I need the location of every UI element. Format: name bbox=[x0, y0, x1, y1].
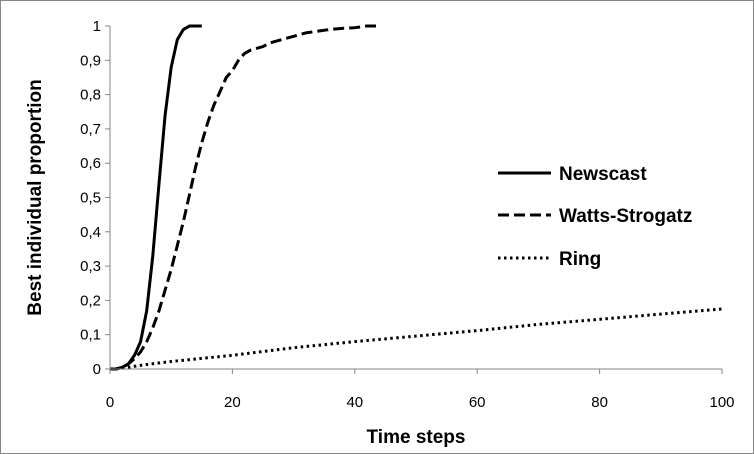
legend: Newscast Watts-Strogatz Ring bbox=[498, 164, 692, 270]
y-tick-label: 0,6 bbox=[80, 155, 101, 172]
x-tick-label: 0 bbox=[106, 394, 114, 411]
x-tick-label: 20 bbox=[224, 394, 241, 411]
legend-label-newscast: Newscast bbox=[559, 164, 647, 185]
series-line-ring bbox=[109, 307, 723, 371]
y-tick-label: 0,9 bbox=[80, 52, 101, 69]
y-axis-title: Best individual proportion bbox=[25, 79, 46, 315]
series-line-watts-strogatz bbox=[110, 24, 380, 371]
y-tick-label: 0,2 bbox=[80, 292, 101, 309]
y-tick-label: 0,7 bbox=[80, 121, 101, 138]
legend-label-ring: Ring bbox=[559, 249, 601, 270]
x-tick-label: 60 bbox=[469, 394, 486, 411]
x-tick-label: 100 bbox=[709, 394, 734, 411]
axes: 0 0,1 0,2 0,3 0,4 0,5 0,6 0,7 0,8 0,9 1 0 20 40 60 80 10… bbox=[80, 18, 734, 411]
y-tick-label: 0,4 bbox=[80, 224, 101, 241]
legend-label-watts-strogatz: Watts-Strogatz bbox=[559, 206, 692, 227]
x-axis-title: Time steps bbox=[367, 427, 466, 448]
plot-area bbox=[109, 24, 723, 371]
y-tick-label: 0 bbox=[93, 361, 101, 378]
y-tick-label: 1 bbox=[93, 18, 101, 35]
y-tick-label: 0,5 bbox=[80, 190, 101, 207]
x-tick-label: 40 bbox=[346, 394, 363, 411]
y-tick-label: 0,3 bbox=[80, 258, 101, 275]
y-tick-label: 0,1 bbox=[80, 327, 101, 344]
series-line-newscast bbox=[110, 24, 202, 371]
x-tick-label: 80 bbox=[591, 394, 608, 411]
y-tick-label: 0,8 bbox=[80, 87, 101, 104]
